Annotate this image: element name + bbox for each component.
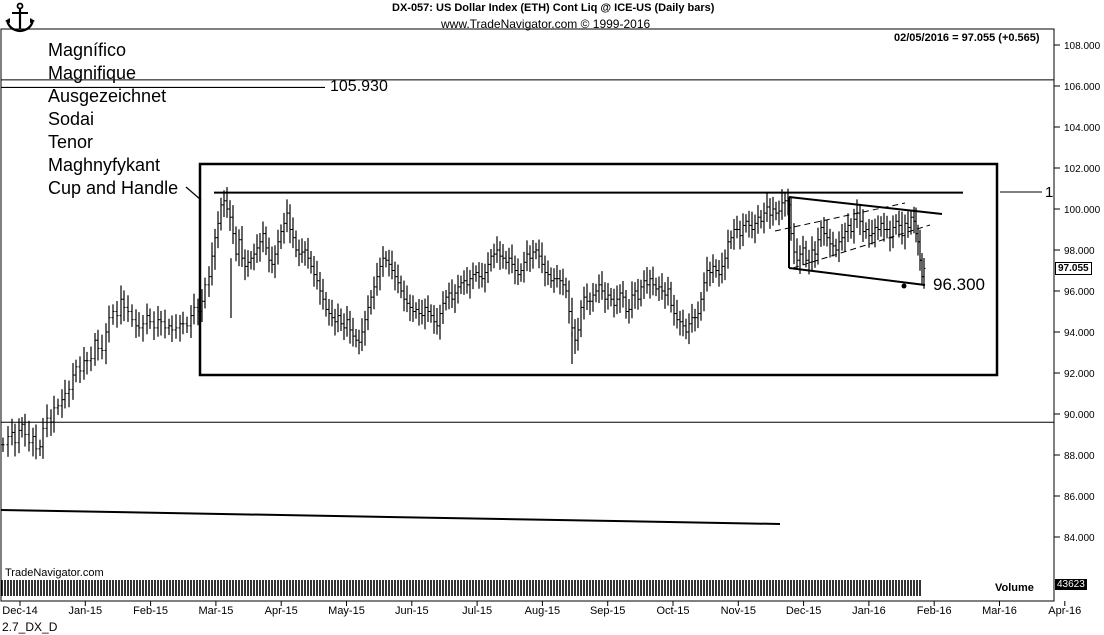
x-tick-label: Aug-15: [525, 605, 560, 617]
channel-upper-dashed: [774, 202, 906, 232]
price-bars: [1, 187, 926, 460]
level-label-cut: 1(: [1045, 184, 1054, 201]
annotation-word-5: Tenor: [48, 132, 94, 152]
annotation-word-3: Ausgezeichnet: [48, 86, 167, 106]
channel-lower-dashed: [792, 224, 931, 269]
annotation-word-6: Maghnyfykant: [48, 155, 161, 175]
brand-text: TradeNavigator.com: [5, 567, 104, 579]
x-tick-label: Mar-15: [198, 605, 233, 617]
annotation-word-2: Magnifique: [48, 63, 137, 83]
y-tick-label: 108.000: [1064, 41, 1101, 52]
last-quote: 02/05/2016 = 97.055 (+0.565): [894, 32, 1040, 44]
x-tick-label: Dec-15: [786, 605, 821, 617]
y-tick-label: 88.000: [1064, 451, 1095, 462]
low-point-marker: [901, 283, 907, 289]
y-axis: 84.000 86.000 88.000 90.000 92.000 94.000 96.0…: [1053, 29, 1101, 601]
y-tick-label: 102.000: [1064, 164, 1101, 175]
level-label-low: 96.300: [933, 275, 985, 294]
copyright-text: www.TradeNavigator.com © 1999-2016: [441, 17, 651, 31]
y-tick-label: 90.000: [1064, 410, 1095, 421]
x-tick-label: Mar-16: [982, 605, 1017, 617]
x-tick-label: May-15: [328, 605, 365, 617]
y-tick-label: 104.000: [1064, 123, 1101, 134]
x-tick-label: Feb-15: [133, 605, 168, 617]
y-tick-label: 92.000: [1064, 369, 1095, 380]
x-tick-label: Nov-15: [721, 605, 756, 617]
x-tick-label: Apr-15: [265, 605, 298, 617]
y-tick-label: 100.000: [1064, 205, 1101, 216]
anchor-logo-icon: [4, 2, 36, 39]
trend-lines: [0, 79, 1054, 525]
annotation-word-4: Sodai: [48, 109, 95, 129]
y-tick-label: 96.000: [1064, 287, 1095, 298]
last-price-box: 97.055: [1055, 262, 1092, 275]
y-tick-label: 84.000: [1064, 533, 1095, 544]
x-tick-label: Feb-16: [917, 605, 952, 617]
volume-value-box: 43623: [1055, 579, 1087, 590]
range-box: [198, 162, 999, 377]
x-tick-label: Sep-15: [590, 605, 625, 617]
x-tick-label: Jul-15: [462, 605, 492, 617]
callout-arrow: [185, 186, 202, 201]
x-tick-label: Dec-14: [2, 605, 37, 617]
volume-bars: [1, 580, 921, 596]
chart-code: 2.7_DX_D: [2, 620, 58, 634]
x-tick-label: Jun-15: [395, 605, 429, 617]
chart-title: DX-057: US Dollar Index (ETH) Cont Liq @…: [392, 2, 715, 14]
flag-upper-line: [788, 196, 943, 215]
x-tick-label: Oct-15: [656, 605, 689, 617]
x-tick-label: Apr-16: [1048, 605, 1081, 617]
y-tick-label: 98.000: [1064, 246, 1095, 257]
annotation-word-7: Cup and Handle: [48, 178, 179, 198]
level-label-high: 105.930: [330, 78, 388, 95]
long-trend-line: [0, 509, 781, 525]
annotation-shapes: [185, 162, 999, 377]
flag-lower-line: [788, 267, 926, 286]
annotation-word-1: Magnífico: [48, 40, 127, 60]
y-tick-label: 86.000: [1064, 492, 1095, 503]
y-tick-label: 94.000: [1064, 328, 1095, 339]
x-axis: Dec-14 Jan-15 Feb-15 Mar-15 Apr-15 May-15 Jun-…: [2, 601, 1081, 617]
y-tick-label: 106.000: [1064, 82, 1101, 93]
x-tick-label: Jan-15: [68, 605, 102, 617]
volume-label: Volume: [995, 582, 1034, 594]
x-tick-label: Jan-16: [852, 605, 886, 617]
